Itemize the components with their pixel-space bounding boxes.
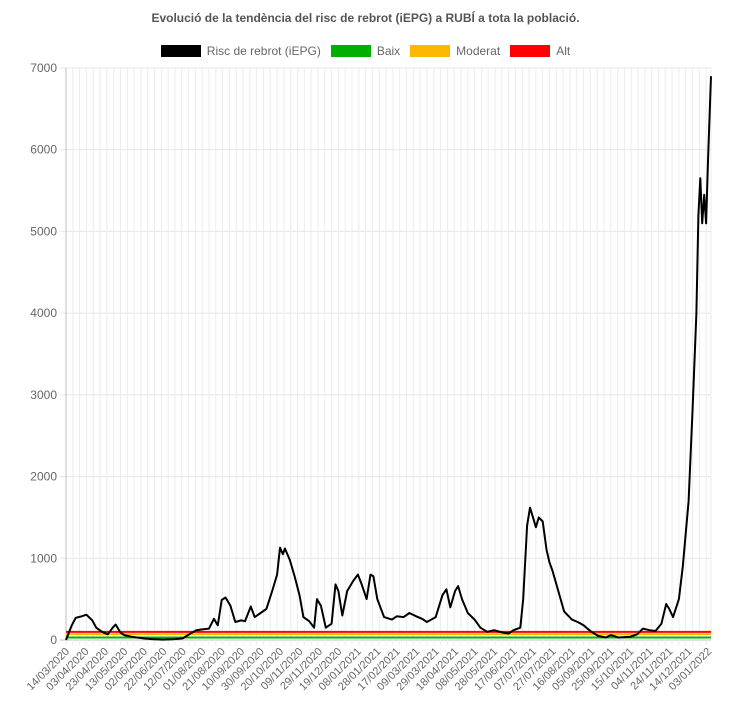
legend-item-moderat[interactable]: Moderat [410, 44, 500, 58]
legend-label-baix: Baix [376, 44, 401, 58]
x-axis-labels: 14/03/202003/04/202023/04/202013/05/2020… [25, 646, 715, 693]
y-tick-label: 4000 [30, 306, 57, 320]
y-tick-label: 0 [50, 633, 57, 647]
legend-swatch-baix [330, 45, 371, 57]
legend: Risc de rebrot (iEPG) Baix Moderat Alt [0, 44, 731, 58]
legend-item-baix[interactable]: Baix [330, 44, 401, 58]
series-line-iepg [65, 76, 712, 641]
legend-swatch-moderat [410, 45, 451, 57]
y-tick-label: 2000 [30, 470, 57, 484]
legend-item-iepg[interactable]: Risc de rebrot (iEPG) [160, 44, 321, 58]
y-axis-labels: 0 1000 2000 3000 4000 5000 6000 7000 [30, 61, 57, 647]
legend-label-moderat: Moderat [456, 44, 501, 58]
legend-label-alt: Alt [556, 44, 571, 58]
y-tick-label: 5000 [30, 224, 57, 238]
legend-swatch-iepg [160, 45, 201, 57]
y-tick-label: 1000 [30, 551, 57, 565]
legend-item-alt[interactable]: Alt [510, 44, 570, 58]
grid [60, 67, 712, 645]
y-tick-label: 3000 [30, 388, 57, 402]
chart-title: Evolució de la tendència del risc de reb… [151, 11, 580, 25]
series-lines [65, 76, 712, 641]
legend-label-iepg: Risc de rebrot (iEPG) [206, 44, 321, 58]
y-tick-label: 6000 [30, 143, 57, 157]
legend-swatch-alt [510, 45, 551, 57]
y-tick-label: 7000 [30, 61, 57, 75]
